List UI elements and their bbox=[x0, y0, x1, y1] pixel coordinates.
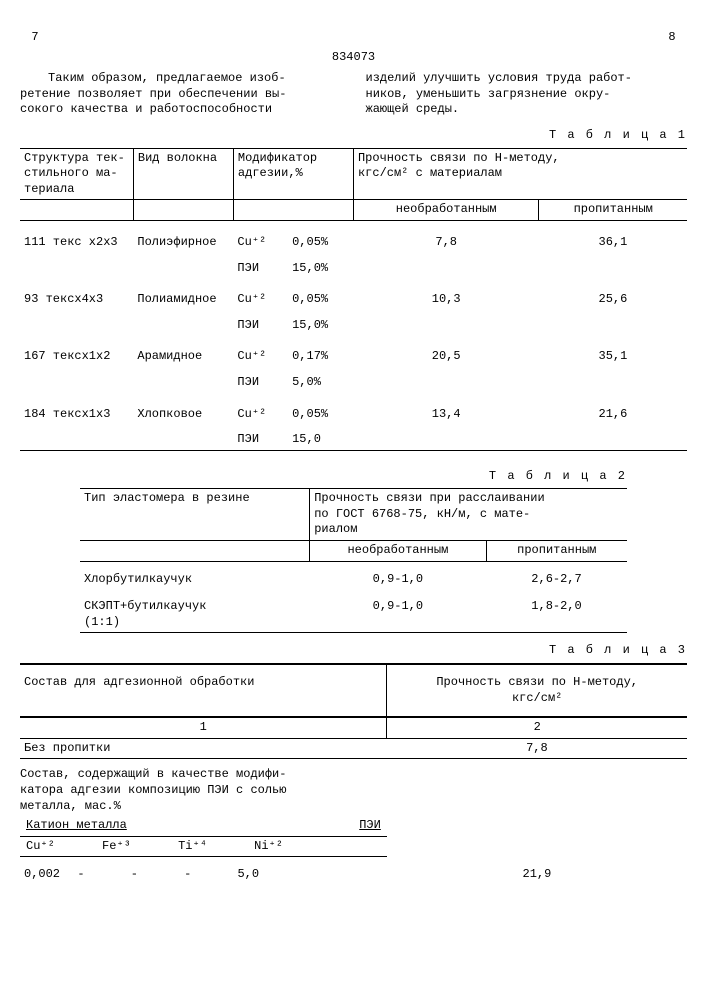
t1-cell: 15,0% bbox=[288, 253, 353, 279]
t1-cell: 35,1 bbox=[539, 335, 687, 367]
valrow-table: 0,002---5,021,9 bbox=[20, 865, 687, 885]
t1-cell bbox=[353, 424, 538, 450]
valrow-cell: - bbox=[73, 865, 126, 885]
t1-cell: 0,05% bbox=[288, 393, 353, 425]
t1-cell bbox=[20, 367, 133, 393]
t1-cell: 7,8 bbox=[353, 220, 538, 252]
t1-cell bbox=[133, 424, 233, 450]
t3-h2: Прочность связи по Н-методу, кгс/см² bbox=[387, 664, 687, 717]
intro-left: Таким образом, предлагаемое изоб- ретени… bbox=[20, 71, 342, 118]
t1-cell: Cu⁺² bbox=[233, 335, 288, 367]
t2-h2: Прочность связи при расслаивании по ГОСТ… bbox=[310, 489, 627, 541]
t1-h3: Модификатор адгезии,% bbox=[233, 148, 353, 200]
t1-cell: 0,05% bbox=[288, 220, 353, 252]
t1-cell bbox=[539, 424, 687, 450]
t1-h2: Вид волокна bbox=[133, 148, 233, 200]
t1-cell bbox=[133, 253, 233, 279]
t1-cell: Cu⁺² bbox=[233, 220, 288, 252]
t1-cell: Полиамидное bbox=[133, 278, 233, 310]
valrow-cell: - bbox=[180, 865, 233, 885]
t1-cell bbox=[539, 253, 687, 279]
t1-cell bbox=[20, 424, 133, 450]
cation-title: Катион металла bbox=[20, 816, 324, 836]
t1-cell bbox=[539, 310, 687, 336]
valrow-cell: 21,9 bbox=[387, 865, 687, 885]
cation-cell bbox=[324, 836, 387, 857]
t1-cell: 5,0% bbox=[288, 367, 353, 393]
t1-cell: 167 тексх1х2 bbox=[20, 335, 133, 367]
t1-cell bbox=[353, 310, 538, 336]
t1-cell: 10,3 bbox=[353, 278, 538, 310]
t1-cell: ПЭИ bbox=[233, 253, 288, 279]
page-numbers: 7 8 bbox=[20, 30, 687, 46]
t1-cell: ПЭИ bbox=[233, 367, 288, 393]
intro-paragraph: Таким образом, предлагаемое изоб- ретени… bbox=[20, 71, 687, 118]
t1-cell: ПЭИ bbox=[233, 424, 288, 450]
t1-cell: ПЭИ bbox=[233, 310, 288, 336]
cation-cell: Cu⁺² bbox=[20, 836, 96, 857]
t1-cell bbox=[353, 253, 538, 279]
cation-extra: ПЭИ bbox=[324, 816, 387, 836]
t1-h4: Прочность связи по Н-методу, кгс/см² с м… bbox=[353, 148, 687, 200]
t2-h1: Тип эластомера в резине bbox=[80, 489, 310, 541]
table3: Состав для адгезионной обработки Прочнос… bbox=[20, 663, 687, 759]
t1-cell bbox=[133, 310, 233, 336]
table2-caption: Т а б л и ц а 2 bbox=[80, 469, 627, 485]
t2-cell: 2,6-2,7 bbox=[486, 561, 627, 589]
t2-cell: 1,8-2,0 bbox=[486, 589, 627, 633]
t1-cell bbox=[133, 367, 233, 393]
t1-cell: Cu⁺² bbox=[233, 278, 288, 310]
t1-sh2: пропитанным bbox=[539, 200, 687, 221]
t1-cell: 25,6 bbox=[539, 278, 687, 310]
t3-r1c2: 7,8 bbox=[387, 738, 687, 759]
intro-right: изделий улучшить условия труда работ- ни… bbox=[366, 71, 688, 118]
t1-cell: Арамидное bbox=[133, 335, 233, 367]
page-right: 8 bbox=[657, 30, 687, 46]
t1-cell: Полиэфирное bbox=[133, 220, 233, 252]
t2-cell: 0,9-1,0 bbox=[310, 589, 486, 633]
cation-cell: Fe⁺³ bbox=[96, 836, 172, 857]
t1-cell: 93 тексх4х3 bbox=[20, 278, 133, 310]
valrow-cell: 5,0 bbox=[233, 865, 386, 885]
table3-caption: Т а б л и ц а 3 bbox=[20, 643, 687, 659]
table1-caption: Т а б л и ц а 1 bbox=[20, 128, 687, 144]
t3-hz2: 2 bbox=[387, 717, 687, 738]
t1-cell: 13,4 bbox=[353, 393, 538, 425]
t1-sh1: необработанным bbox=[353, 200, 538, 221]
t3-hz1: 1 bbox=[20, 717, 387, 738]
t1-cell: 36,1 bbox=[539, 220, 687, 252]
t1-cell: Cu⁺² bbox=[233, 393, 288, 425]
t1-cell bbox=[20, 310, 133, 336]
t1-cell bbox=[353, 367, 538, 393]
t3-r1c1: Без пропитки bbox=[20, 738, 387, 759]
t1-cell: Хлопковое bbox=[133, 393, 233, 425]
t3-h1: Состав для адгезионной обработки bbox=[20, 664, 387, 717]
t2-sh1: необработанным bbox=[310, 541, 486, 562]
t2-sh2: пропитанным bbox=[486, 541, 627, 562]
t2-cell: СКЭПТ+бутилкаучук (1:1) bbox=[80, 589, 310, 633]
t1-cell: 111 текс х2х3 bbox=[20, 220, 133, 252]
t1-h1: Структура тек- стильного ма- териала bbox=[20, 148, 133, 200]
valrow-cell: 0,002 bbox=[20, 865, 73, 885]
cation-cell: Ti⁺⁴ bbox=[172, 836, 248, 857]
t1-cell: 15,0 bbox=[288, 424, 353, 450]
t1-cell: 0,05% bbox=[288, 278, 353, 310]
t1-cell: 15,0% bbox=[288, 310, 353, 336]
valrow-cell: - bbox=[127, 865, 180, 885]
page-left: 7 bbox=[20, 30, 50, 46]
table1: Структура тек- стильного ма- териала Вид… bbox=[20, 148, 687, 451]
t1-cell: 20,5 bbox=[353, 335, 538, 367]
doc-number: 834073 bbox=[20, 50, 687, 66]
t1-cell bbox=[20, 253, 133, 279]
table2: Тип эластомера в резине Прочность связи … bbox=[80, 488, 627, 633]
t1-cell bbox=[539, 367, 687, 393]
t3-paragraph: Состав, содержащий в качестве модифи- ка… bbox=[20, 767, 687, 814]
cation-cell: Ni⁺² bbox=[248, 836, 324, 857]
t2-cell: 0,9-1,0 bbox=[310, 561, 486, 589]
t1-cell: 184 тексх1х3 bbox=[20, 393, 133, 425]
t1-cell: 0,17% bbox=[288, 335, 353, 367]
t1-cell: 21,6 bbox=[539, 393, 687, 425]
t2-cell: Хлорбутилкаучук bbox=[80, 561, 310, 589]
cation-table: Катион металла ПЭИ Cu⁺²Fe⁺³Ti⁺⁴Ni⁺² bbox=[20, 816, 387, 857]
